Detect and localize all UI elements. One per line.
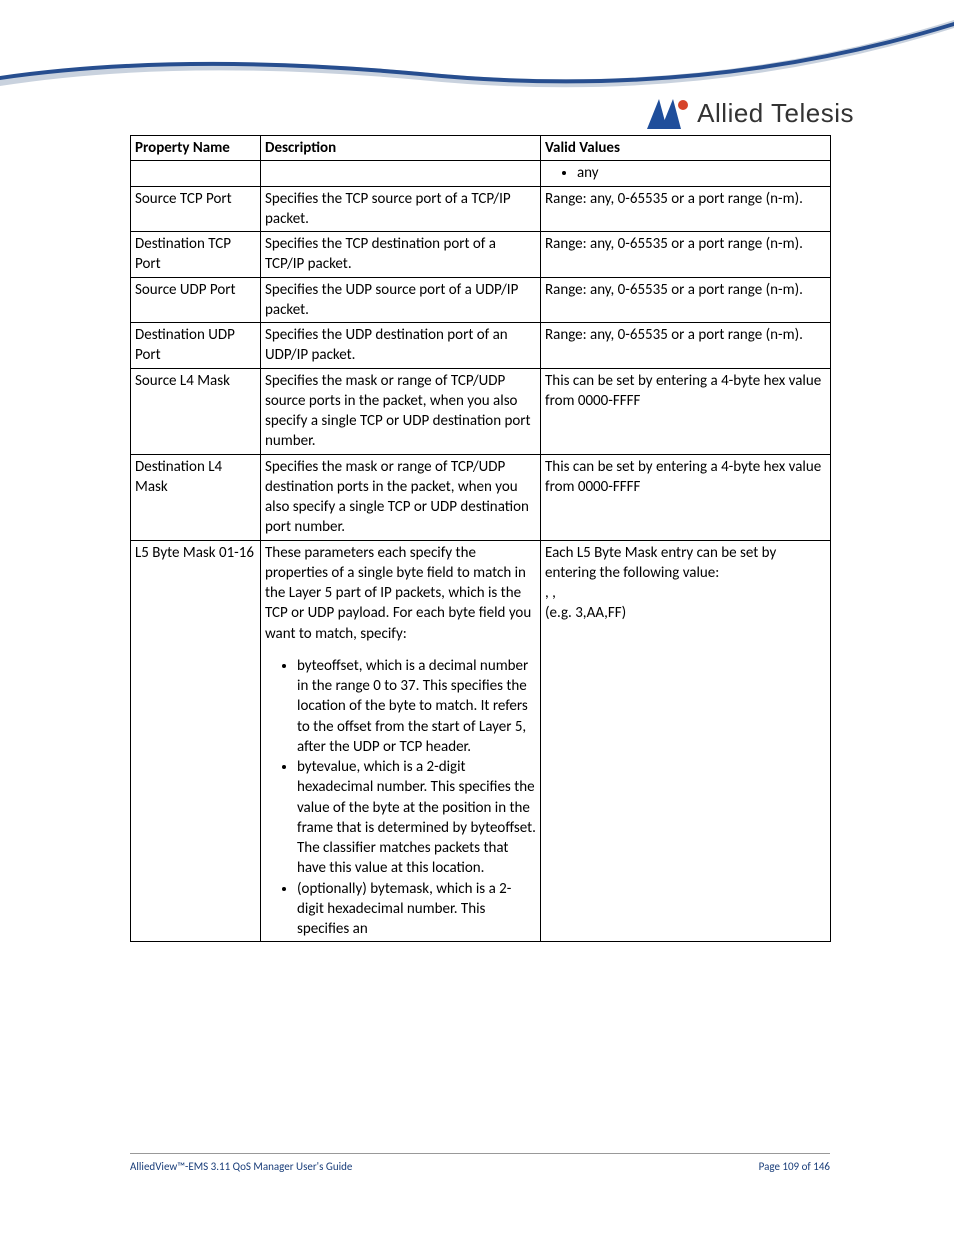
- cell-description: [261, 161, 541, 186]
- logo-mark-icon: [647, 99, 689, 129]
- desc-intro: These parameters each specify the proper…: [265, 543, 536, 644]
- cell-description: Specifies the mask or range of TCP/UDP d…: [261, 454, 541, 540]
- cell-valid-values: This can be set by entering a 4-byte hex…: [541, 368, 831, 454]
- cell-property: Destination UDP Port: [131, 323, 261, 369]
- table-row: Source UDP Port Specifies the UDP source…: [131, 277, 831, 323]
- cell-description: Specifies the UDP source port of a UDP/I…: [261, 277, 541, 323]
- cell-property: Source UDP Port: [131, 277, 261, 323]
- cell-property: Destination L4 Mask: [131, 454, 261, 540]
- table-row: L5 Byte Mask 01-16 These parameters each…: [131, 540, 831, 942]
- table-row: Destination UDP Port Specifies the UDP d…: [131, 323, 831, 369]
- table-row: Source TCP Port Specifies the TCP source…: [131, 186, 831, 232]
- cell-property: [131, 161, 261, 186]
- table-row: Source L4 Mask Specifies the mask or ran…: [131, 368, 831, 454]
- value-line: (e.g. 3,AA,FF): [545, 603, 826, 623]
- cell-property: L5 Byte Mask 01-16: [131, 540, 261, 942]
- page: Allied Telesis Property Name Description…: [0, 0, 954, 1235]
- table-header-row: Property Name Description Valid Values: [131, 136, 831, 161]
- cell-description: Specifies the TCP destination port of a …: [261, 232, 541, 278]
- col-header-property: Property Name: [131, 136, 261, 161]
- cell-description: Specifies the mask or range of TCP/UDP s…: [261, 368, 541, 454]
- col-header-valid-values: Valid Values: [541, 136, 831, 161]
- cell-valid-values: Range: any, 0-65535 or a port range (n-m…: [541, 232, 831, 278]
- properties-table: Property Name Description Valid Values a…: [130, 135, 831, 942]
- cell-description: Specifies the TCP source port of a TCP/I…: [261, 186, 541, 232]
- desc-bullet: (optionally) bytemask, which is a 2-digi…: [297, 879, 536, 940]
- cell-valid-values: Range: any, 0-65535 or a port range (n-m…: [541, 186, 831, 232]
- value-bullet: any: [577, 163, 826, 183]
- cell-valid-values: Range: any, 0-65535 or a port range (n-m…: [541, 323, 831, 369]
- col-header-description: Description: [261, 136, 541, 161]
- desc-bullet: byteoffset, which is a decimal number in…: [297, 656, 536, 757]
- table-row: any: [131, 161, 831, 186]
- brand-name: Allied Telesis: [697, 98, 854, 129]
- footer-doc-title: AlliedView™-EMS 3.11 QoS Manager User's …: [130, 1160, 352, 1173]
- footer-page-number: Page 109 of 146: [759, 1160, 830, 1173]
- cell-description: Specifies the UDP destination port of an…: [261, 323, 541, 369]
- cell-valid-values: any: [541, 161, 831, 186]
- table-row: Destination L4 Mask Specifies the mask o…: [131, 454, 831, 540]
- page-footer: AlliedView™-EMS 3.11 QoS Manager User's …: [130, 1153, 830, 1173]
- cell-valid-values: This can be set by entering a 4-byte hex…: [541, 454, 831, 540]
- value-line: Each L5 Byte Mask entry can be set by en…: [545, 543, 826, 584]
- cell-property: Source TCP Port: [131, 186, 261, 232]
- desc-bullet: bytevalue, which is a 2-digit hexadecima…: [297, 757, 536, 879]
- cell-description: These parameters each specify the proper…: [261, 540, 541, 942]
- cell-property: Source L4 Mask: [131, 368, 261, 454]
- cell-valid-values: Each L5 Byte Mask entry can be set by en…: [541, 540, 831, 942]
- table-row: Destination TCP Port Specifies the TCP d…: [131, 232, 831, 278]
- brand-logo: Allied Telesis: [647, 98, 854, 129]
- content-area: Property Name Description Valid Values a…: [130, 135, 830, 942]
- value-line: , ,: [545, 583, 826, 603]
- cell-property: Destination TCP Port: [131, 232, 261, 278]
- cell-valid-values: Range: any, 0-65535 or a port range (n-m…: [541, 277, 831, 323]
